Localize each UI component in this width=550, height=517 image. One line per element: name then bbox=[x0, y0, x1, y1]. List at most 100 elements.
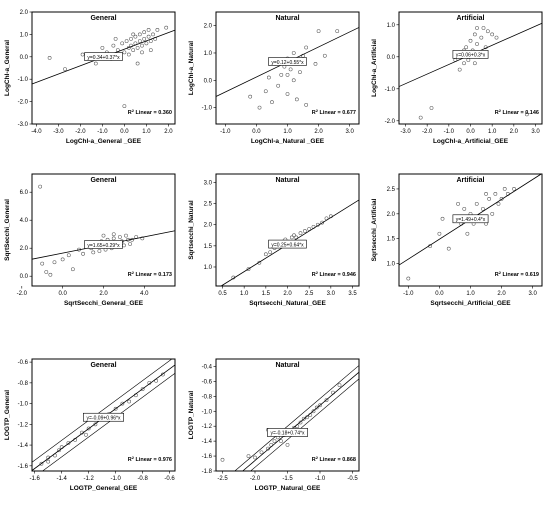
data-point bbox=[120, 401, 125, 406]
data-point bbox=[320, 220, 325, 225]
data-point bbox=[101, 233, 106, 238]
data-point bbox=[84, 432, 88, 437]
y-tick-label: -1.4 bbox=[202, 439, 213, 445]
data-point bbox=[127, 399, 132, 404]
x-tick-label: 2.5 bbox=[305, 291, 314, 297]
data-point bbox=[496, 201, 501, 206]
data-point bbox=[472, 61, 477, 66]
y-tick-label: 2.0 bbox=[204, 223, 213, 229]
chart-title: General bbox=[90, 177, 116, 184]
x-tick-label: -0.8 bbox=[137, 476, 148, 482]
plot-area bbox=[215, 11, 360, 125]
data-point bbox=[307, 227, 312, 231]
data-point bbox=[479, 35, 484, 40]
y-axis-label: Sqrtsecchi_Artificial bbox=[371, 198, 378, 261]
x-axis-label: SqrtSecchi_General_GEE bbox=[64, 300, 144, 307]
data-point bbox=[337, 383, 342, 388]
data-point bbox=[48, 272, 53, 277]
data-point bbox=[446, 246, 451, 251]
data-point bbox=[131, 48, 136, 52]
x-axis-label: LogChl-a_Natural _GEE bbox=[251, 138, 325, 145]
chart-title: Artificial bbox=[456, 15, 484, 22]
data-point bbox=[485, 29, 490, 34]
data-point bbox=[456, 201, 460, 206]
y-tick-label: -1.0 bbox=[385, 87, 396, 93]
y-tick-label: -1.6 bbox=[18, 464, 29, 470]
x-tick-label: -2.0 bbox=[422, 129, 433, 135]
data-point bbox=[93, 61, 98, 66]
x-tick-label: 1.0 bbox=[283, 129, 292, 135]
y-tick-label: 1.5 bbox=[387, 237, 396, 243]
data-point bbox=[279, 439, 283, 444]
data-point bbox=[429, 106, 434, 110]
data-point bbox=[494, 35, 499, 40]
x-tick-label: -1.0 bbox=[220, 129, 231, 135]
chart-panel-5: Natural 0.5 1.0 1.5 2.0 2.5 3.0 3.5 1.0 1.5 2.0 2.5… bbox=[184, 162, 364, 322]
equation-label: y=1.65+0.29*x bbox=[87, 243, 120, 249]
data-point bbox=[490, 211, 495, 216]
data-point bbox=[155, 28, 160, 32]
equation-box bbox=[83, 412, 125, 422]
data-point bbox=[272, 439, 277, 444]
scatter-chart: Natural -1.0 0.0 1.0 2.0 3.0 -1.0 0.0 1.0 2.0 LogC… bbox=[188, 11, 360, 145]
data-point bbox=[294, 97, 299, 102]
chart-panel-4: General -2.0 0.0 2.0 4.0 0.0 2.0 4.0 6.0 SqrtSecc… bbox=[0, 162, 180, 322]
x-tick-label: 1.0 bbox=[142, 129, 151, 135]
y-axis-label: LogChl-a_Natural bbox=[188, 41, 195, 95]
x-tick-label: -2.5 bbox=[217, 476, 228, 482]
x-axis-label: Sqrtsecchi_Natural_GEE bbox=[249, 300, 326, 307]
x-tick-label: -1.2 bbox=[83, 476, 94, 482]
y-tick-label: 6.0 bbox=[20, 190, 29, 196]
r-squared-label: R2 Linear = 0.619 bbox=[495, 270, 539, 279]
data-point bbox=[142, 37, 147, 41]
data-point bbox=[129, 37, 133, 41]
x-tick-label: 1.5 bbox=[262, 291, 271, 297]
data-point bbox=[457, 67, 462, 72]
data-point bbox=[475, 42, 479, 46]
data-point bbox=[122, 104, 127, 108]
chart-panel-8: Natural -2.5 -2.0 -1.5 -1.0 -0.5 -1.8 -1.6 -1.4 -… bbox=[184, 347, 364, 507]
data-point bbox=[257, 105, 262, 110]
chart-panel-6: Artificial -1.0 0.0 1.0 2.0 3.0 1.0 1.5 2.0 2.5 Sq… bbox=[367, 162, 547, 322]
data-point bbox=[142, 30, 147, 35]
x-tick-label: 0.0 bbox=[120, 129, 129, 135]
data-point bbox=[148, 48, 153, 52]
data-point bbox=[63, 67, 67, 71]
data-point bbox=[253, 455, 257, 460]
x-tick-label: -1.0 bbox=[97, 129, 108, 135]
x-axis-label: LOGTP_General_GEE bbox=[70, 485, 138, 492]
x-tick-label: 3.0 bbox=[327, 291, 336, 297]
data-point bbox=[302, 229, 307, 233]
data-point bbox=[131, 32, 136, 37]
x-tick-label: 2.0 bbox=[314, 129, 323, 135]
data-point bbox=[97, 249, 102, 253]
chart-panel-7: General -1.6 -1.4 -1.2 -1.0 -0.8 -0.6 -1.6 -1.4 -… bbox=[0, 347, 180, 507]
data-point bbox=[86, 426, 91, 431]
fit-line bbox=[242, 371, 360, 472]
plot-area bbox=[398, 11, 543, 125]
chart-title: Natural bbox=[275, 15, 299, 22]
data-point bbox=[126, 52, 131, 57]
data-point bbox=[437, 231, 442, 236]
data-point bbox=[111, 236, 116, 241]
x-tick-label: -4.0 bbox=[31, 129, 42, 135]
x-tick-label: -1.0 bbox=[403, 291, 414, 297]
equation-label: y=0.25+0.64*x bbox=[271, 242, 304, 248]
data-point bbox=[146, 28, 151, 32]
data-point bbox=[140, 43, 144, 48]
chart-panel-3: Artificial -3.0 -2.0 -1.0 0.0 1.0 2.0 3.0 -2.0 -1… bbox=[367, 0, 547, 160]
data-point bbox=[481, 26, 486, 30]
y-tick-label: -1.0 bbox=[202, 409, 213, 415]
data-point bbox=[335, 29, 340, 33]
data-point bbox=[464, 45, 469, 50]
x-tick-label: 3.0 bbox=[531, 129, 540, 135]
data-point bbox=[122, 50, 127, 55]
equation-box bbox=[452, 214, 489, 224]
confidence-band-lower bbox=[250, 378, 360, 472]
data-point bbox=[474, 201, 479, 206]
x-tick-label: 1.0 bbox=[488, 129, 497, 135]
x-tick-label: 1.0 bbox=[240, 291, 249, 297]
plot-area bbox=[215, 358, 360, 472]
data-point bbox=[268, 250, 273, 255]
r-squared-label: R2 Linear = 0.173 bbox=[128, 270, 172, 279]
